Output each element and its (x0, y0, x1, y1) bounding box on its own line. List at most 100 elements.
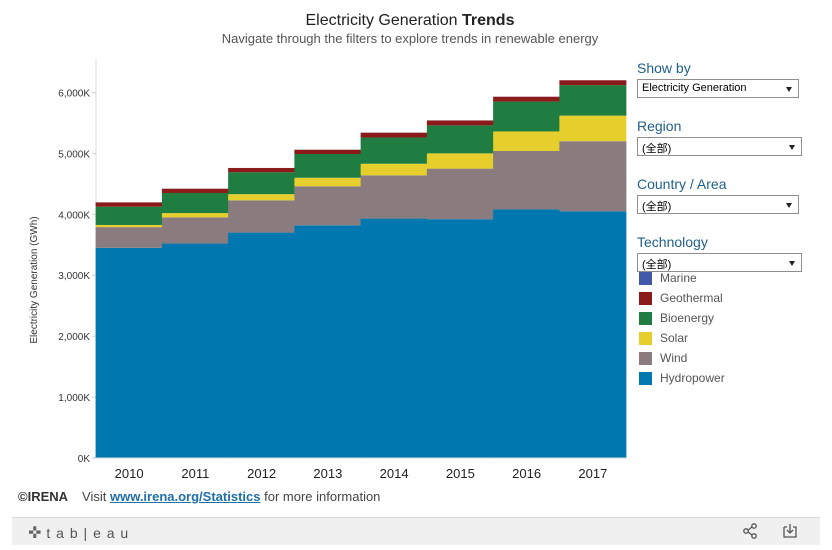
download-icon[interactable] (782, 523, 798, 543)
bar-segment-solar (493, 131, 561, 151)
legend-swatch (639, 371, 652, 385)
y-tick-label: 5,000K (58, 149, 90, 160)
tableau-toolbar: ✜ t a b | e a u (12, 517, 820, 545)
legend-item-wind[interactable]: Wind (639, 348, 725, 368)
bar-segment-wind (360, 175, 428, 219)
y-tick-label: 2,000K (58, 332, 90, 343)
y-tick-label: 4,000K (58, 210, 90, 221)
filter-title-region: Region (637, 118, 682, 134)
bar-segment-geothermal (360, 132, 428, 138)
legend-label: Wind (660, 351, 688, 365)
chart-title-bold: Trends (462, 12, 515, 29)
show-by-dropdown[interactable]: Electricity Generation (637, 79, 799, 98)
bar-segment-wind (95, 227, 163, 248)
filter-title-technology: Technology (637, 234, 708, 250)
bar-segment-solar (559, 115, 627, 142)
legend-item-hydropower[interactable]: Hydropower (639, 368, 725, 388)
chart-title: Electricity Generation Trends (0, 12, 820, 30)
bar-segment-wind (426, 168, 494, 220)
legend-swatch (639, 311, 652, 325)
y-tick-label: 1,000K (58, 393, 90, 404)
chart-title-normal: Electricity Generation (305, 12, 463, 29)
legend-label: Solar (660, 331, 689, 345)
x-tick-label: 2010 (115, 466, 144, 481)
bar-segment-geothermal (95, 202, 163, 207)
x-tick-label: 2016 (512, 466, 541, 481)
y-axis-label: Electricity Generation (GWh) (29, 216, 40, 343)
footer: ©IRENA Visit www.irena.org/Statistics for… (18, 489, 380, 504)
bar-segment-geothermal (493, 96, 561, 102)
x-tick-label: 2012 (247, 466, 276, 481)
region-dropdown[interactable]: (全部) (637, 137, 802, 156)
legend-item-geothermal[interactable]: Geothermal (639, 288, 725, 308)
stacked-bar-chart: 0K 1,000K 2,000K 3,000K 4,000K 5,000K 6,000K El… (29, 60, 627, 481)
x-tick-label: 2013 (313, 466, 342, 481)
technology-value: (全部) (642, 259, 672, 271)
bar-segment-bioenergy (360, 137, 428, 164)
statistics-link[interactable]: www.irena.org/Statistics (109, 489, 261, 504)
bar-segment-wind (559, 141, 627, 212)
x-tick-label: 2015 (446, 466, 475, 481)
tableau-logo-text: t a b | e a u (46, 525, 130, 541)
bar-segment-geothermal (294, 149, 362, 154)
bar-segment-geothermal (228, 168, 296, 173)
more-info-text: for more information (260, 489, 381, 504)
bar-segment-hydropower (95, 247, 163, 458)
legend-swatch (639, 331, 652, 345)
bar-segment-wind (294, 186, 362, 226)
y-tick-label: 0K (78, 454, 91, 465)
bar-segment-bioenergy (161, 192, 229, 214)
bar-segment-bioenergy (95, 206, 163, 225)
share-icon[interactable] (742, 523, 758, 543)
filter-panel: Show by Electricity Generation Region (全… (637, 60, 807, 292)
legend-label: Marine (660, 271, 697, 285)
bar-segment-bioenergy (559, 85, 627, 116)
bar-segment-solar (426, 153, 494, 169)
bar-segment-hydropower (294, 225, 362, 458)
chevron-down-icon (789, 145, 795, 150)
legend-item-bioenergy[interactable]: Bioenergy (639, 308, 725, 328)
legend-label: Bioenergy (660, 311, 715, 325)
legend-swatch (639, 271, 652, 285)
legend-item-marine[interactable]: Marine (639, 268, 725, 288)
bar-segment-solar (95, 224, 163, 228)
show-by-value: Electricity Generation (642, 82, 747, 94)
bar-segment-hydropower (360, 218, 428, 458)
x-tick-label: 2011 (181, 466, 209, 481)
chevron-down-icon (786, 203, 792, 208)
filter-title-show-by: Show by (637, 60, 691, 76)
bar-segment-hydropower (161, 243, 229, 458)
bar-segment-solar (161, 213, 229, 218)
tableau-logo[interactable]: ✜ t a b | e a u (28, 523, 129, 543)
x-tick-label: 2014 (380, 466, 409, 481)
filter-title-country: Country / Area (637, 176, 727, 192)
bar-segment-geothermal (161, 188, 229, 193)
bar-segment-wind (161, 217, 229, 244)
bar-segment-bioenergy (426, 125, 494, 154)
visit-text: Visit (82, 489, 110, 504)
legend-item-solar[interactable]: Solar (639, 328, 725, 348)
bar-segment-geothermal (426, 120, 494, 126)
legend-swatch (639, 351, 652, 365)
bar-segment-hydropower (426, 219, 494, 458)
tableau-plus-icon: ✜ (28, 525, 43, 542)
x-tick-label: 2017 (578, 466, 607, 481)
legend-label: Hydropower (660, 371, 725, 385)
y-tick-label: 6,000K (58, 88, 90, 99)
chart-subtitle: Navigate through the filters to explore … (221, 31, 599, 46)
chevron-down-icon (786, 87, 792, 92)
y-tick-label: 3,000K (58, 271, 90, 282)
bar-segment-bioenergy (294, 153, 362, 178)
bar-segment-wind (493, 150, 561, 210)
bar-segment-hydropower (228, 232, 296, 458)
country-value: (全部) (642, 201, 672, 213)
bar-segment-solar (294, 177, 362, 187)
bar-segment-solar (360, 163, 428, 176)
technology-dropdown[interactable]: (全部) (637, 253, 802, 272)
bar-segment-solar (228, 194, 296, 201)
country-dropdown[interactable]: (全部) (637, 195, 799, 214)
bar-segment-hydropower (493, 209, 561, 458)
bar-segment-hydropower (559, 211, 627, 458)
chevron-down-icon (789, 261, 795, 266)
region-value: (全部) (642, 143, 672, 155)
